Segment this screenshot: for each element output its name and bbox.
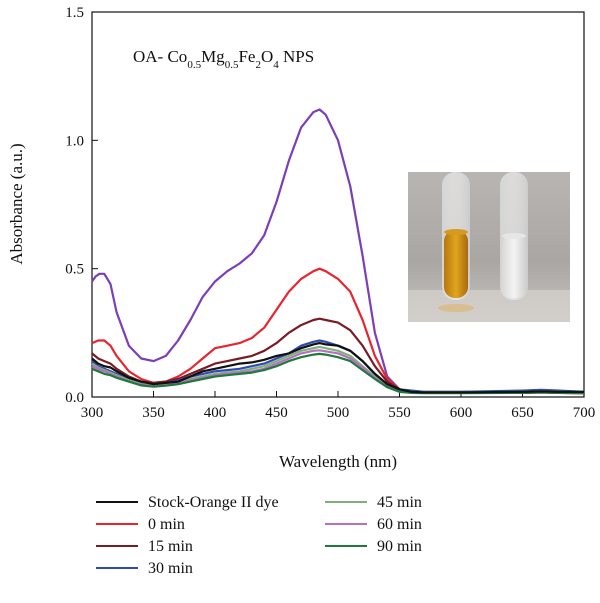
legend-label: 60 min xyxy=(377,516,422,533)
x-tick-label: 350 xyxy=(142,405,165,421)
x-axis-title: Wavelength (nm) xyxy=(279,452,397,471)
legend-label: 90 min xyxy=(377,538,422,555)
x-tick-label: 600 xyxy=(450,405,473,421)
legend-label: Stock-Orange II dye xyxy=(148,494,279,511)
x-tick-label: 550 xyxy=(388,405,411,421)
x-tick-label: 300 xyxy=(81,405,104,421)
legend-label: 30 min xyxy=(148,560,193,577)
series-line-90-min xyxy=(91,352,585,395)
x-tick-label: 650 xyxy=(511,405,534,421)
x-tick-label: 500 xyxy=(327,405,350,421)
series-line-30-min xyxy=(91,339,585,393)
y-tick-label: 0.5 xyxy=(65,262,84,278)
inset-photo xyxy=(408,172,570,322)
y-tick-label: 0.0 xyxy=(65,390,84,406)
x-tick-label: 700 xyxy=(573,405,596,421)
y-tick-label: 1.0 xyxy=(65,133,84,149)
legend-label: 15 min xyxy=(148,538,193,555)
legend-label: 45 min xyxy=(377,494,422,511)
legend-label: 0 min xyxy=(148,516,185,533)
x-tick-label: 450 xyxy=(265,405,288,421)
y-axis-title: Absorbance (a.u.) xyxy=(7,143,26,264)
series-line-stock-orange-ii-dye xyxy=(91,342,584,394)
material-label: OA- Co0.5Mg0.5Fe2O4 NPS xyxy=(133,47,314,71)
y-tick-label: 1.5 xyxy=(65,5,84,21)
x-tick-label: 400 xyxy=(204,405,227,421)
